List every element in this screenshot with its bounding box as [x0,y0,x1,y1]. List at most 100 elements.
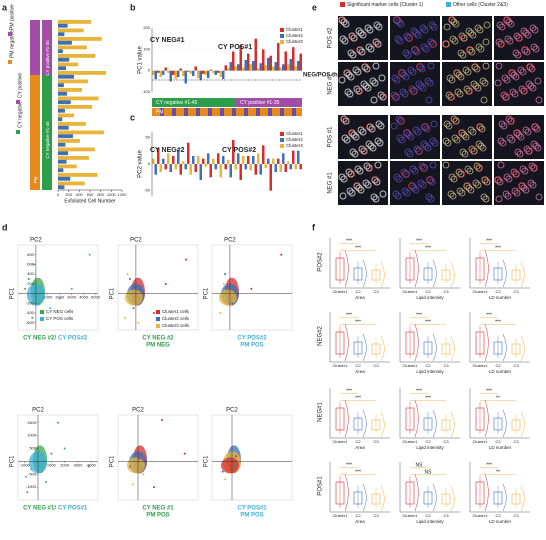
cell [442,161,450,169]
axis-label: PC1 value [138,45,144,73]
cell [517,66,525,74]
bar [58,108,65,113]
cell-marker [429,40,437,48]
cell [497,161,505,169]
cell [535,96,543,104]
cell [483,21,491,29]
cell [372,62,380,70]
cell-marker [347,170,355,178]
legend-text: PM negative [9,30,15,58]
cell [499,139,507,147]
cell [535,193,543,201]
x-tick-label: C3 [443,363,449,368]
cell [482,38,490,46]
cell [365,164,373,172]
cell [379,93,387,101]
cell [446,74,454,82]
cell [377,122,385,130]
cell [481,176,489,184]
cell [456,90,464,98]
panel-label: a [2,2,8,12]
legend-swatch [446,2,451,7]
cell [534,144,542,152]
x-tick-label: Cluster1 [403,289,419,294]
plot-frame [17,414,99,501]
cell [402,170,410,178]
x-tick-label: C3 [373,439,379,444]
point [45,480,47,483]
legend-text: Cluster1 [286,27,303,32]
point [24,287,27,290]
cell-marker [405,34,413,42]
point [57,421,59,424]
cell [357,186,365,194]
bar [219,70,222,78]
cell [401,90,409,98]
bar [214,70,217,75]
cell [473,65,481,73]
axis-label: PC2 [132,408,144,414]
bar [199,70,202,81]
significance: NS [416,462,424,468]
cell [351,150,359,158]
bar [157,148,160,164]
cell [379,190,387,198]
legend-text: Cluster2 [286,33,303,38]
row-label: NEG #2 [328,73,334,95]
bar [192,156,195,164]
cell [356,46,364,54]
plot-frame [17,244,99,331]
cell [396,37,404,45]
axis-label: Area [355,519,365,524]
bar [58,40,72,45]
cell [370,193,378,201]
cell [524,128,532,136]
bar [58,79,88,84]
group-label: CY negative #1-45 [156,100,198,106]
y-tick-label: -200 [26,300,35,305]
cell [463,85,471,93]
cell [443,120,451,128]
cell [455,168,463,176]
x-tick-label: C2 [425,289,431,294]
legend-text: Cluster2 [286,137,303,142]
cell [424,144,432,152]
cell [343,69,351,77]
x-tick-label: 1000 [47,462,57,467]
violin [380,411,385,438]
bar [227,68,230,71]
cell [431,139,439,147]
bar [169,164,172,172]
cell-marker [374,40,382,48]
cell [392,190,400,198]
bar [58,151,69,156]
bar [169,70,172,82]
x-tick-label: C3 [373,363,379,368]
cell [525,80,533,88]
significance: *** [346,462,352,468]
cell [519,165,527,173]
cell [393,16,401,24]
cell [418,162,426,170]
cell-marker [470,147,478,155]
bar [179,164,182,175]
axis-label: PC2 [224,238,236,244]
bar [204,70,207,75]
pm-mark [184,108,188,116]
pm-mark [196,108,200,116]
bar [239,164,242,180]
significance: *** [355,395,361,401]
axis-label: LD number [489,445,512,450]
cell [505,115,513,123]
bar [187,142,190,164]
point [233,465,236,468]
bar [292,150,295,164]
cell [507,20,515,28]
cell [370,96,378,104]
bar [58,139,80,143]
cell [397,20,405,28]
pm-mark [256,108,260,116]
point [70,287,73,290]
bar [58,176,71,181]
bar [242,156,245,164]
